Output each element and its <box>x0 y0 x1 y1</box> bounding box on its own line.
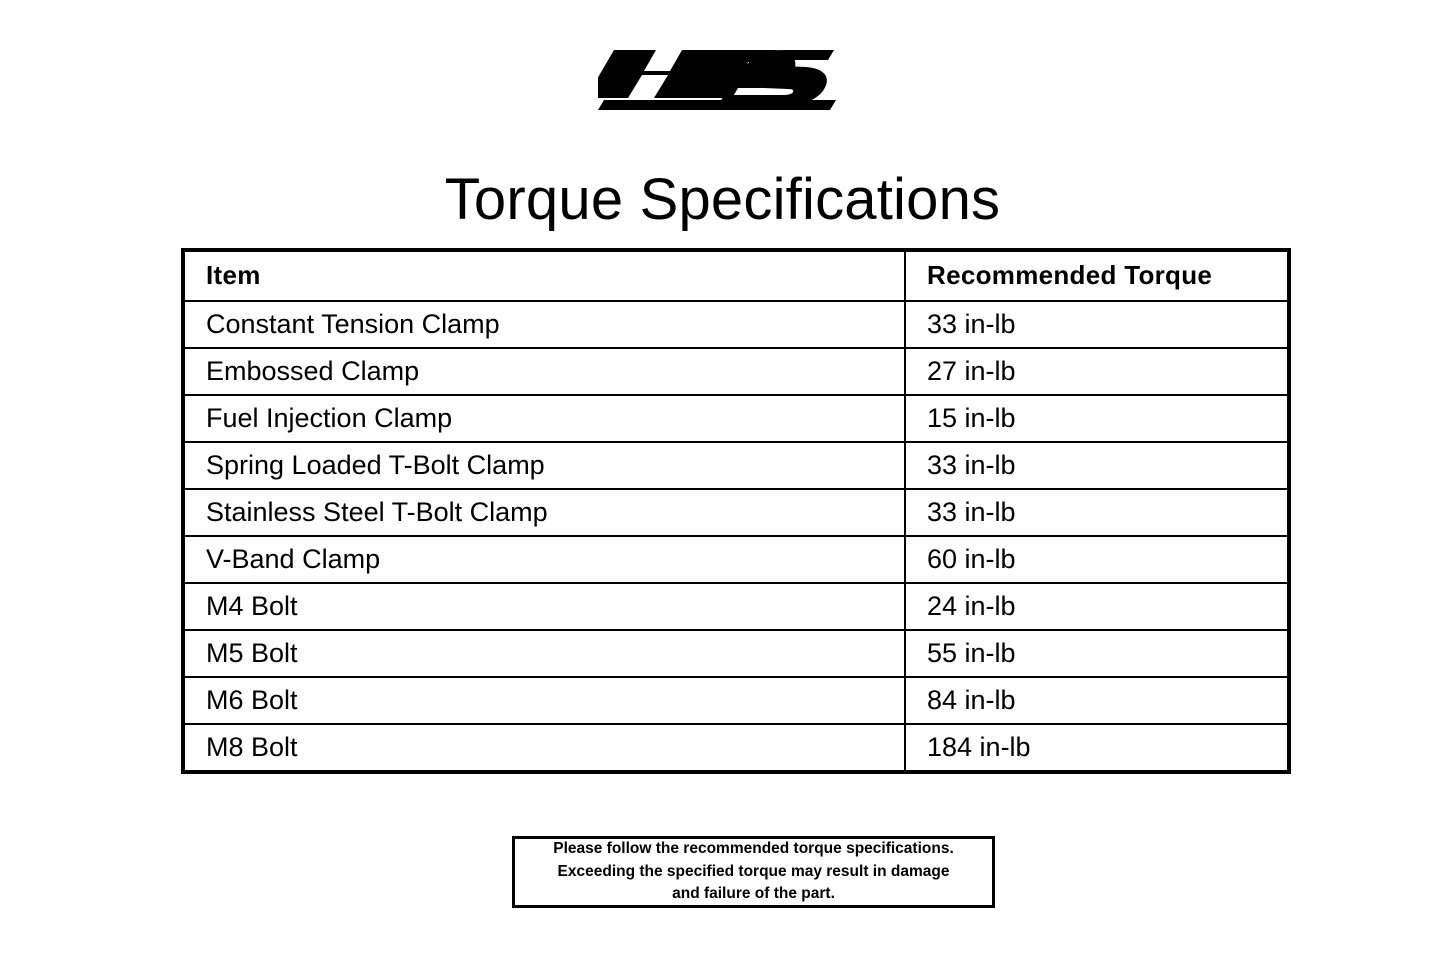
cell-recommended-torque: 184 in-lb <box>904 723 1290 773</box>
footer-note-line-3: and failure of the part. <box>672 885 835 903</box>
cell-item: Embossed Clamp <box>182 347 906 396</box>
table-row: M6 Bolt 84 in-lb <box>182 676 1290 725</box>
table-row: Fuel Injection Clamp 15 in-lb <box>182 394 1290 443</box>
cell-item: Fuel Injection Clamp <box>182 394 906 443</box>
column-header-recommended-torque: Recommended Torque <box>904 249 1290 302</box>
cell-recommended-torque: 60 in-lb <box>904 535 1290 584</box>
cell-item: Constant Tension Clamp <box>182 300 906 349</box>
table-row: Constant Tension Clamp 33 in-lb <box>182 300 1290 349</box>
table-body: Constant Tension Clamp 33 in-lb Embossed C… <box>182 300 1290 773</box>
footer-note-line-2: Exceeding the specified torque may resul… <box>557 862 950 880</box>
footer-note-box: Please follow the recommended torque spe… <box>512 836 995 908</box>
table-row: V-Band Clamp 60 in-lb <box>182 535 1290 584</box>
cell-recommended-torque: 33 in-lb <box>904 441 1290 490</box>
table-header: Item Recommended Torque <box>182 249 1290 302</box>
cell-recommended-torque: 84 in-lb <box>904 676 1290 725</box>
table-row: M4 Bolt 24 in-lb <box>182 582 1290 631</box>
cell-recommended-torque: 33 in-lb <box>904 300 1290 349</box>
table-row: M5 Bolt 55 in-lb <box>182 629 1290 678</box>
cell-item: Spring Loaded T-Bolt Clamp <box>182 441 906 490</box>
cell-item: M8 Bolt <box>182 723 906 773</box>
table-header-row: Item Recommended Torque <box>182 249 1290 302</box>
cell-recommended-torque: 33 in-lb <box>904 488 1290 537</box>
footer-note-line-1: Please follow the recommended torque spe… <box>553 840 954 858</box>
cell-recommended-torque: 27 in-lb <box>904 347 1290 396</box>
cell-recommended-torque: 24 in-lb <box>904 582 1290 631</box>
cell-item: M6 Bolt <box>182 676 906 725</box>
cell-item: V-Band Clamp <box>182 535 906 584</box>
hps-logo <box>598 40 838 110</box>
cell-item: Stainless Steel T-Bolt Clamp <box>182 488 906 537</box>
cell-recommended-torque: 15 in-lb <box>904 394 1290 443</box>
table-row: M8 Bolt 184 in-lb <box>182 723 1290 773</box>
hps-logo-icon <box>598 50 836 110</box>
table-row: Embossed Clamp 27 in-lb <box>182 347 1290 396</box>
cell-item: M5 Bolt <box>182 629 906 678</box>
column-header-item: Item <box>182 249 906 302</box>
table-row: Stainless Steel T-Bolt Clamp 33 in-lb <box>182 488 1290 537</box>
torque-specifications-table: Item Recommended Torque Constant Tension… <box>181 248 1291 774</box>
cell-recommended-torque: 55 in-lb <box>904 629 1290 678</box>
cell-item: M4 Bolt <box>182 582 906 631</box>
table-row: Spring Loaded T-Bolt Clamp 33 in-lb <box>182 441 1290 490</box>
page-title: Torque Specifications <box>444 166 1001 232</box>
